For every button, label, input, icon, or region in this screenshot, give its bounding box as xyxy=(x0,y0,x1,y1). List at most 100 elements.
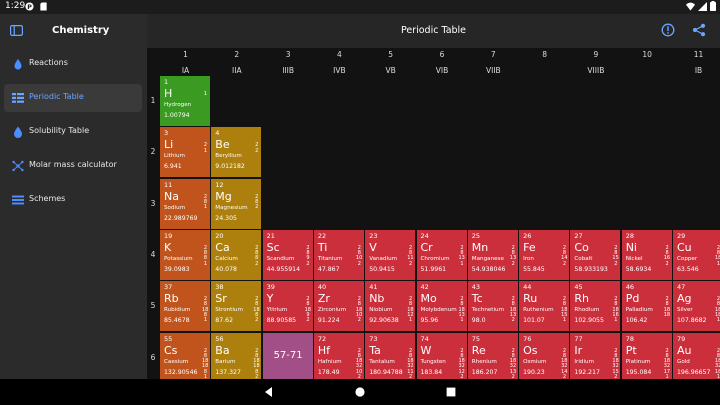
element-name: Zirconium xyxy=(317,307,347,314)
electron-shells: 2 8 16 2 xyxy=(663,244,671,267)
sidebar-item-reactions[interactable]: Reactions xyxy=(4,50,142,78)
home-icon[interactable] xyxy=(353,385,367,399)
element-symbol: Ni xyxy=(625,240,637,254)
atomic-mass: 63.546 xyxy=(677,265,699,273)
element-cell-scandium[interactable]: 21 Sc Scandium 44.955914 2 8 9 2 xyxy=(262,229,314,281)
element-cell-platinum[interactable]: 78 Pt Platinum 195.084 2 8 18 32 17 1 xyxy=(621,332,673,379)
element-cell-manganese[interactable]: 25 Mn Manganese 54.938046 2 8 13 2 xyxy=(467,229,519,281)
electron-shells: 2 8 18 32 18 1 xyxy=(715,347,720,379)
electron-shells: 2 8 18 32 17 1 xyxy=(663,347,671,379)
recents-icon[interactable] xyxy=(444,385,458,399)
atomic-number: 19 xyxy=(164,231,173,240)
element-cell-beryllium[interactable]: 4 Be Beryllium 9.012182 2 2 xyxy=(211,127,263,179)
element-name: Lithium xyxy=(164,153,185,160)
atomic-number: 26 xyxy=(523,231,532,240)
element-cell-molybdenum[interactable]: 42 Mo Molybdenum 95.96 2 8 18 13 1 xyxy=(416,281,468,333)
sidebar-item-molar-mass-calculator[interactable]: Molar mass calculator xyxy=(4,152,142,180)
element-cell-hydrogen[interactable]: 1 H Hydrogen 1.00794 1 xyxy=(160,76,211,127)
element-symbol: Ta xyxy=(369,343,381,357)
atomic-number: 44 xyxy=(523,283,532,292)
atomic-number: 39 xyxy=(266,283,275,292)
element-symbol: Au xyxy=(677,343,692,357)
element-symbol: Os xyxy=(523,343,538,357)
element-cell-potassium[interactable]: 19 K Potassium 39.0983 2 8 8 1 xyxy=(160,229,211,281)
element-cell-rhodium[interactable]: 45 Rh Rhodium 102.9055 2 8 18 16 1 xyxy=(570,281,622,333)
atomic-number: 46 xyxy=(625,283,634,292)
element-cell-technetium[interactable]: 43 Tc Technetium 98.0 2 8 18 13 2 xyxy=(467,281,519,333)
atomic-number: 12 xyxy=(215,180,224,189)
side-panel-toggle-icon[interactable] xyxy=(10,25,23,36)
element-range-cell-lanthanides[interactable]: 57-71 xyxy=(262,332,314,379)
atomic-number: 29 xyxy=(677,231,686,240)
sidebar-item-solubility-table[interactable]: Solubility Table xyxy=(4,118,142,146)
atomic-mass: 132.90546 xyxy=(164,368,198,376)
atomic-mass: 88.90585 xyxy=(266,317,297,325)
element-cell-vanadium[interactable]: 23 V Vanadium 50.9415 2 8 11 2 xyxy=(365,229,417,281)
element-cell-lithium[interactable]: 3 Li Lithium 6.941 2 1 xyxy=(160,127,211,179)
sd-card-icon xyxy=(40,2,47,11)
element-cell-strontium[interactable]: 38 Sr Strontium 87.62 2 8 18 8 2 xyxy=(211,281,263,333)
period-number: 1 xyxy=(150,96,156,105)
group-number: 9 xyxy=(593,50,599,59)
group-name: IIIB xyxy=(282,66,294,75)
back-icon[interactable] xyxy=(262,385,276,399)
atomic-mass: 24.305 xyxy=(215,214,237,222)
element-name: Caesium xyxy=(164,358,189,365)
electron-shells: 2 8 18 8 2 xyxy=(253,296,260,324)
element-cell-iridium[interactable]: 77 Ir Iridium 192.217 2 8 18 32 15 2 xyxy=(570,332,622,379)
atomic-mass: 85.4678 xyxy=(164,317,190,325)
element-cell-chromium[interactable]: 24 Cr Chromium 51.9961 2 8 13 1 xyxy=(416,229,468,281)
share-icon[interactable] xyxy=(692,23,706,37)
element-cell-tantalum[interactable]: 73 Ta Tantalum 180.94788 2 8 18 32 11 2 xyxy=(365,332,417,379)
atomic-mass: 51.9961 xyxy=(420,265,447,273)
group-name: VIIB xyxy=(485,66,501,75)
element-cell-yttrium[interactable]: 39 Y Yttrium 88.90585 2 8 18 9 2 xyxy=(262,281,314,333)
element-cell-barium[interactable]: 56 Ba Barium 137.327 2 8 18 18 8 2 xyxy=(211,332,263,379)
element-symbol: Ca xyxy=(215,240,230,254)
element-name: Strontium xyxy=(215,307,243,314)
element-cell-ruthenium[interactable]: 44 Ru Ruthenium 101.07 2 8 18 15 1 xyxy=(519,281,571,333)
atomic-mass: 92.90638 xyxy=(369,317,399,325)
sidebar-item-periodic-table[interactable]: Periodic Table xyxy=(4,84,142,112)
element-cell-tungsten[interactable]: 74 W Tungsten 183.84 2 8 18 32 12 2 xyxy=(416,332,468,379)
element-cell-nickel[interactable]: 28 Ni Nickel 58.6934 2 8 16 2 xyxy=(621,229,673,281)
element-cell-calcium[interactable]: 20 Ca Calcium 40.078 2 8 8 2 xyxy=(211,229,263,281)
table-grid-icon xyxy=(12,93,24,103)
element-symbol: H xyxy=(164,87,173,100)
atomic-mass: 180.94788 xyxy=(369,368,403,376)
element-cell-hafnium[interactable]: 72 Hf Hafnium 178.49 2 8 18 32 10 2 xyxy=(313,332,365,379)
element-cell-rubidium[interactable]: 37 Rb Rubidium 85.4678 2 8 18 8 1 xyxy=(160,281,211,333)
atomic-number: 23 xyxy=(369,231,378,240)
element-symbol: Y xyxy=(266,292,274,306)
element-symbol: Be xyxy=(215,138,230,152)
atomic-number: 24 xyxy=(420,231,429,240)
group-name: IA xyxy=(181,66,190,75)
atomic-number: 40 xyxy=(317,283,327,292)
info-icon[interactable] xyxy=(661,23,675,37)
period-number: 3 xyxy=(150,198,156,208)
element-cell-sodium[interactable]: 11 Na Sodium 22.989769 2 8 1 xyxy=(160,178,211,230)
atomic-mass: 9.012182 xyxy=(215,163,245,171)
element-cell-caesium[interactable]: 55 Cs Caesium 132.90546 2 8 18 18 8 1 xyxy=(160,332,211,379)
element-cell-magnesium[interactable]: 12 Mg Magnesium 24.305 2 8 2 xyxy=(211,178,263,230)
element-cell-cobalt[interactable]: 27 Co Cobalt 58.933193 2 8 15 2 xyxy=(570,229,622,281)
element-cell-rhenium[interactable]: 75 Re Rhenium 186.207 2 8 18 32 13 2 xyxy=(467,332,519,379)
element-cell-iron[interactable]: 26 Fe Iron 55.845 2 8 14 2 xyxy=(519,229,571,281)
atomic-number: 20 xyxy=(215,231,224,240)
element-cell-niobium[interactable]: 41 Nb Niobium 92.90638 2 8 18 12 1 xyxy=(365,281,417,333)
electron-shells: 2 8 18 15 1 xyxy=(561,296,568,324)
element-cell-palladium[interactable]: 46 Pd Palladium 106.42 2 8 18 18 xyxy=(621,281,673,333)
element-cell-osmium[interactable]: 76 Os Osmium 190.23 2 8 18 32 14 2 xyxy=(519,332,571,379)
period-number: 2 xyxy=(150,147,156,157)
atomic-mass: 47.867 xyxy=(317,265,340,273)
element-cell-zirconium[interactable]: 40 Zr Zirconium 91.224 2 8 18 10 2 xyxy=(313,281,365,333)
period-number: 6 xyxy=(150,352,156,362)
electron-shells: 2 8 18 16 1 xyxy=(612,296,619,324)
element-cell-titanium[interactable]: 22 Ti Titanium 47.867 2 8 10 2 xyxy=(313,229,365,281)
sidebar-item-schemes[interactable]: Schemes xyxy=(4,186,142,214)
element-symbol: Ir xyxy=(574,343,583,357)
element-name: Iridium xyxy=(574,358,594,365)
